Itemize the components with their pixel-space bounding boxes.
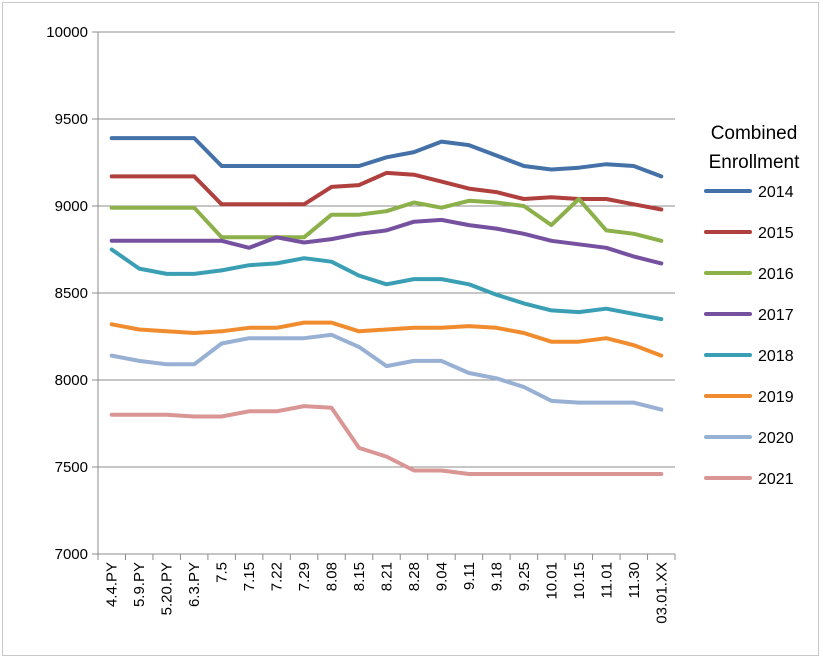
x-tick-label-6: 7.22: [269, 562, 286, 591]
x-tick-label-20: 03.01.XX: [653, 562, 670, 624]
x-tick-label-15: 9.25: [516, 562, 533, 591]
legend-title-line-2: Enrollment: [709, 152, 801, 173]
x-tick-label-14: 9.18: [488, 562, 505, 591]
y-tick-label-8000: 8000: [55, 372, 88, 389]
legend-label-2019: 2019: [758, 389, 794, 406]
x-tick-label-9: 8.15: [351, 562, 368, 591]
legend-label-2014: 2014: [758, 184, 794, 201]
x-tick-label-4: 7.5: [214, 562, 231, 583]
x-tick-label-1: 5.9.PY: [131, 562, 148, 607]
x-tick-label-3: 6.3.PY: [186, 562, 203, 607]
series-line-2019: [109, 320, 664, 358]
y-tick-label-9000: 9000: [55, 198, 88, 215]
x-tick-label-2: 5.20.PY: [159, 562, 176, 615]
legend-label-2020: 2020: [758, 430, 794, 447]
series-line-2017: [109, 217, 664, 266]
x-tick-label-18: 11.01: [598, 562, 615, 598]
series-line-2020: [109, 332, 664, 412]
series-line-2014: [109, 136, 664, 179]
legend-label-2017: 2017: [758, 307, 794, 324]
x-tick-label-12: 9.04: [433, 562, 450, 591]
y-tick-label-8500: 8500: [55, 285, 88, 302]
x-tick-label-10: 8.21: [379, 562, 396, 591]
x-tick-label-16: 10.01: [543, 562, 560, 600]
series-line-2018: [109, 247, 664, 322]
x-tick-label-11: 8.28: [406, 562, 423, 591]
series-line-2015: [109, 170, 664, 212]
y-tick-label-9500: 9500: [55, 111, 88, 128]
x-tick-label-8: 8.08: [324, 562, 341, 591]
legend-label-2015: 2015: [758, 225, 794, 242]
legend-title-line-1: Combined: [711, 123, 798, 144]
y-tick-label-7000: 7000: [55, 546, 88, 563]
legend-label-2021: 2021: [758, 471, 794, 488]
y-tick-label-10000: 10000: [46, 24, 88, 41]
series-line-2016: [109, 197, 664, 243]
x-tick-label-13: 9.11: [461, 562, 478, 590]
y-tick-label-7500: 7500: [55, 459, 88, 476]
x-tick-label-5: 7.15: [241, 562, 258, 591]
legend-label-2016: 2016: [758, 266, 794, 283]
x-tick-label-0: 4.4.PY: [104, 562, 121, 607]
series-line-2021: [109, 404, 664, 476]
x-tick-label-7: 7.29: [296, 562, 313, 591]
legend-label-2018: 2018: [758, 348, 794, 365]
x-tick-label-17: 10.15: [571, 562, 588, 600]
x-tick-label-19: 11.30: [626, 562, 643, 598]
